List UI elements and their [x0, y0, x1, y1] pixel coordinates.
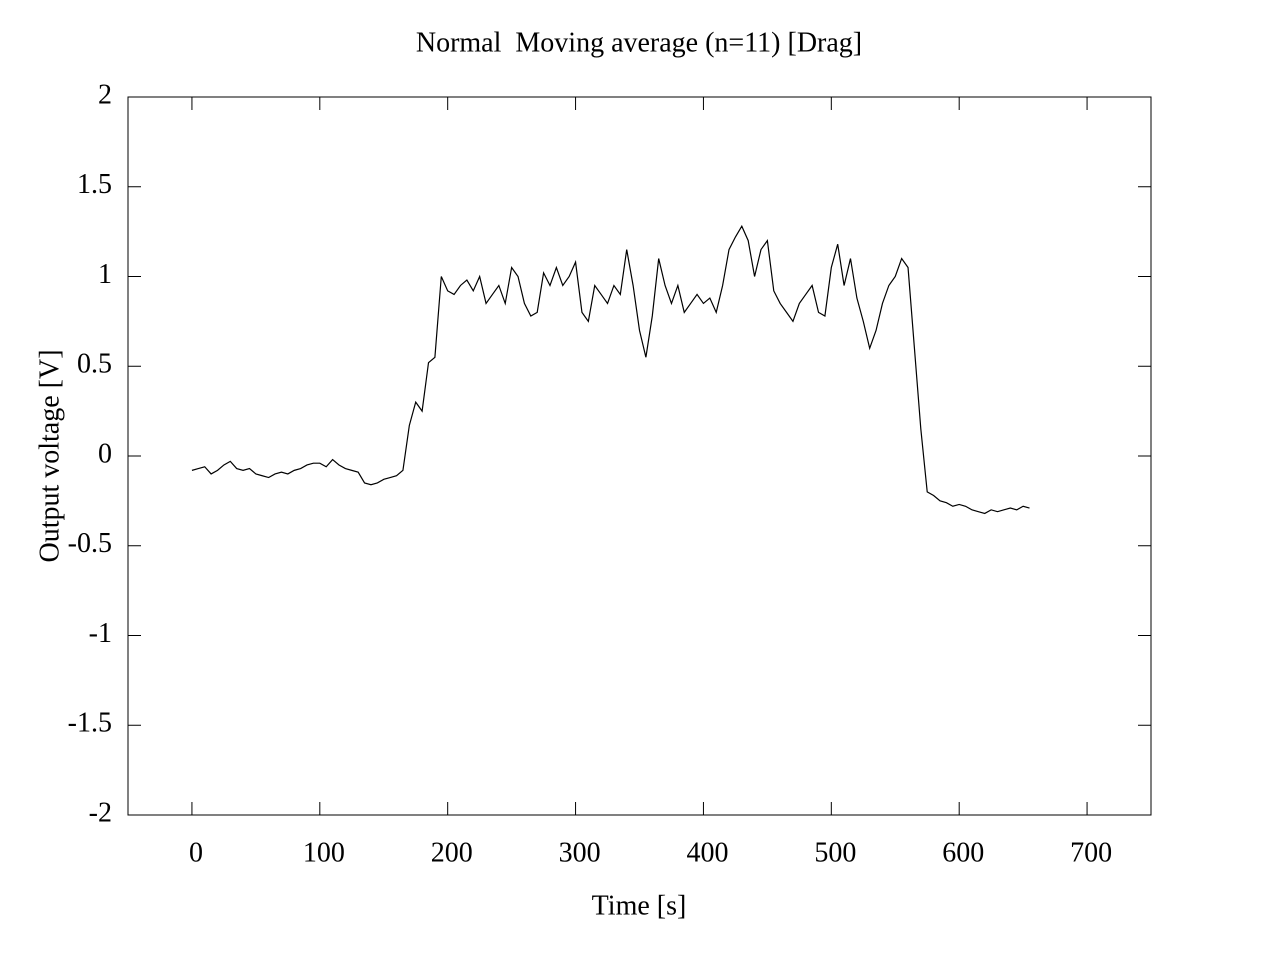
- y-tick-label: 1: [98, 259, 112, 290]
- x-tick-label: 700: [1070, 837, 1112, 868]
- x-tick-label: 500: [814, 837, 856, 868]
- x-tick-label: 600: [942, 837, 984, 868]
- y-tick-label: 1.5: [77, 169, 112, 200]
- x-tick-label: 300: [559, 837, 601, 868]
- y-tick-label: 0: [98, 438, 112, 469]
- chart-title: Normal Moving average (n=11) [Drag]: [416, 27, 862, 58]
- x-tick-label: 200: [431, 837, 473, 868]
- x-tick-label: 100: [303, 837, 345, 868]
- y-tick-label: -1: [89, 618, 112, 649]
- data-line: [191, 224, 1030, 515]
- y-tick-label: -0.5: [68, 528, 112, 559]
- y-tick-label: 0.5: [77, 349, 112, 380]
- y-tick-label: 2: [98, 79, 112, 110]
- x-axis-label: Time [s]: [592, 890, 687, 921]
- x-tick-label: 400: [686, 837, 728, 868]
- y-tick-label: -2: [89, 797, 112, 828]
- x-tick-label: 0: [189, 837, 203, 868]
- plot-frame: [127, 96, 1152, 816]
- y-axis-label: Output voltage [V]: [34, 349, 65, 562]
- y-tick-label: -1.5: [68, 708, 112, 739]
